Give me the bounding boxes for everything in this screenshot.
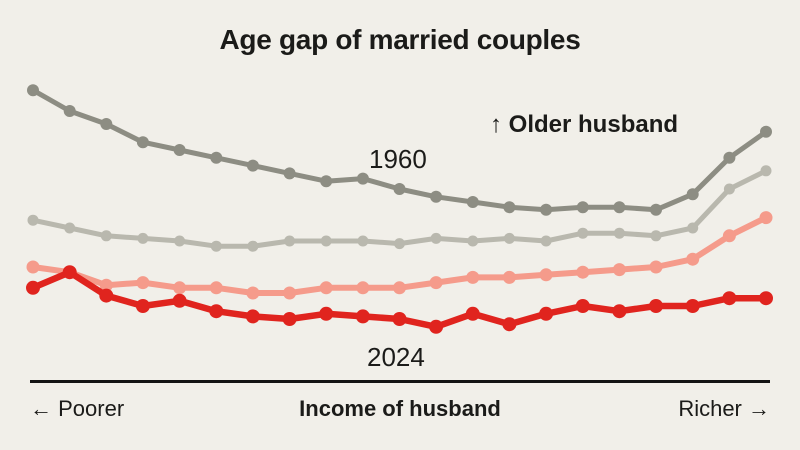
data-point bbox=[320, 175, 333, 188]
chart-title: Age gap of married couples bbox=[219, 24, 581, 55]
data-point bbox=[173, 281, 187, 295]
data-point bbox=[576, 265, 590, 279]
data-point bbox=[723, 183, 735, 195]
data-point bbox=[465, 306, 480, 321]
data-point bbox=[760, 165, 772, 177]
series-1960 bbox=[27, 84, 772, 216]
x-axis-line bbox=[30, 380, 770, 383]
data-point bbox=[99, 288, 114, 303]
data-point bbox=[687, 222, 699, 234]
data-point bbox=[174, 235, 186, 247]
data-point bbox=[319, 281, 333, 295]
data-point bbox=[723, 151, 736, 164]
data-point bbox=[319, 306, 334, 321]
data-point bbox=[357, 235, 369, 247]
data-point bbox=[760, 125, 772, 138]
data-point bbox=[27, 214, 39, 226]
data-point bbox=[613, 201, 626, 214]
data-point bbox=[27, 84, 39, 97]
data-point bbox=[100, 118, 113, 130]
data-point bbox=[282, 312, 297, 326]
data-point bbox=[576, 201, 589, 214]
data-point bbox=[136, 136, 149, 149]
data-point bbox=[650, 203, 662, 216]
data-point bbox=[612, 304, 627, 319]
x-axis-right-label: Richer → bbox=[678, 396, 770, 421]
older-husband-annotation: ↑ Older husband bbox=[490, 111, 679, 138]
data-point bbox=[502, 317, 517, 332]
data-point bbox=[503, 201, 516, 214]
data-point bbox=[210, 151, 223, 164]
data-point bbox=[62, 265, 77, 280]
data-point bbox=[686, 252, 700, 266]
data-point bbox=[649, 299, 663, 313]
data-point bbox=[320, 235, 332, 247]
data-point bbox=[650, 230, 662, 242]
data-point bbox=[284, 235, 296, 247]
data-point bbox=[502, 270, 516, 284]
data-point bbox=[137, 232, 149, 244]
data-point bbox=[246, 286, 260, 300]
x-axis-left-label: ← Poorer bbox=[30, 396, 125, 421]
data-point bbox=[209, 281, 223, 295]
data-point bbox=[355, 309, 370, 324]
data-point bbox=[466, 196, 479, 208]
series-label-2024: 2024 bbox=[367, 342, 425, 372]
data-point bbox=[722, 291, 737, 306]
data-point bbox=[613, 227, 625, 239]
data-point bbox=[283, 167, 296, 180]
data-point bbox=[245, 309, 260, 324]
data-point bbox=[26, 280, 40, 295]
data-point bbox=[685, 299, 700, 313]
data-point bbox=[539, 268, 553, 282]
data-point bbox=[759, 211, 773, 225]
x-axis-title: Income of husband bbox=[299, 396, 501, 421]
data-point bbox=[722, 229, 736, 243]
data-point bbox=[540, 203, 553, 216]
data-point bbox=[503, 232, 515, 244]
data-point bbox=[394, 238, 405, 250]
series-label-1960: 1960 bbox=[369, 144, 427, 174]
data-point bbox=[246, 159, 259, 172]
data-point bbox=[467, 235, 479, 247]
data-point bbox=[356, 172, 369, 185]
series-unlabeled-1 bbox=[27, 165, 772, 252]
data-point bbox=[393, 183, 406, 195]
series-2024 bbox=[26, 265, 773, 334]
data-point bbox=[63, 105, 76, 117]
data-point bbox=[283, 286, 297, 300]
data-point bbox=[209, 304, 224, 319]
data-point bbox=[575, 299, 590, 313]
data-point bbox=[649, 260, 663, 274]
data-point bbox=[100, 230, 112, 242]
data-point bbox=[393, 281, 406, 295]
data-point bbox=[577, 227, 589, 239]
data-point bbox=[136, 276, 150, 290]
data-point bbox=[540, 235, 552, 247]
data-point bbox=[99, 278, 113, 292]
data-point bbox=[26, 260, 40, 274]
data-point bbox=[210, 240, 222, 252]
data-point bbox=[430, 232, 442, 244]
data-point bbox=[173, 144, 186, 156]
data-point bbox=[686, 188, 699, 201]
data-point bbox=[392, 312, 407, 326]
data-point bbox=[64, 222, 76, 234]
data-point bbox=[429, 319, 444, 334]
data-point bbox=[466, 270, 480, 284]
data-point bbox=[429, 276, 443, 290]
data-point bbox=[759, 291, 773, 306]
data-point bbox=[247, 240, 259, 252]
series-unlabeled-2 bbox=[26, 211, 773, 300]
x-axis-labels: ← Poorer Income of husband Richer → bbox=[30, 396, 770, 422]
data-point bbox=[135, 299, 150, 313]
data-point bbox=[539, 306, 554, 321]
data-point bbox=[172, 293, 187, 308]
data-point bbox=[430, 190, 443, 203]
data-point bbox=[612, 263, 626, 277]
data-point bbox=[356, 281, 370, 295]
